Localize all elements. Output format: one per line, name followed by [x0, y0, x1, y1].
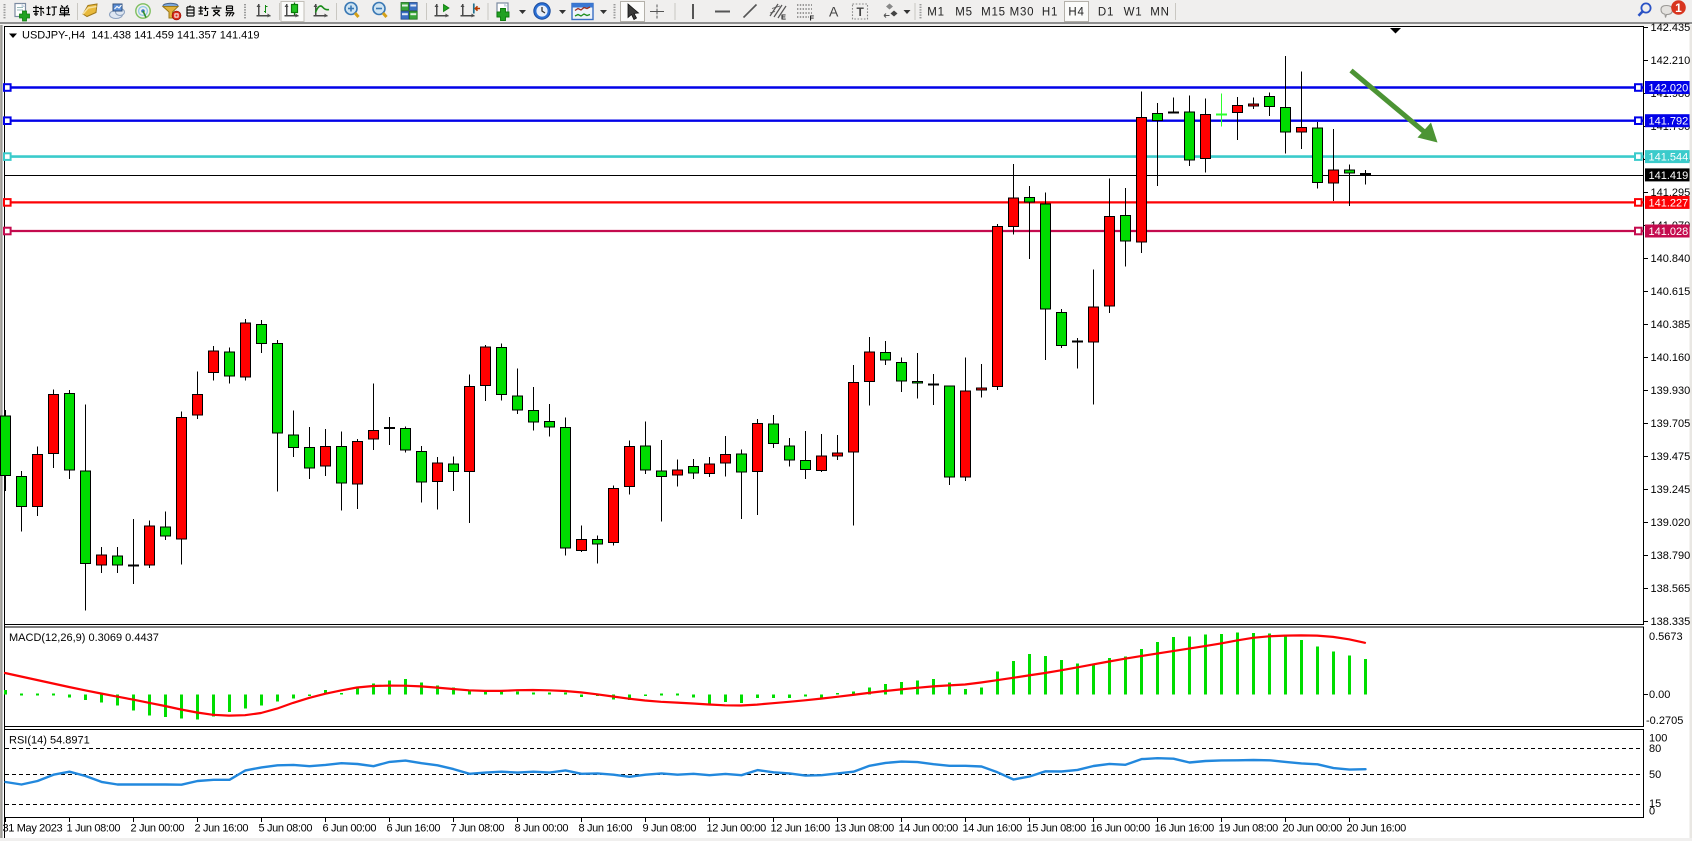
svg-text:139.930: 139.930 [1651, 385, 1691, 397]
svg-text:T: T [857, 5, 865, 19]
svg-text:13 Jun 08:00: 13 Jun 08:00 [835, 823, 895, 835]
svg-text:16 Jun 00:00: 16 Jun 00:00 [1091, 823, 1151, 835]
svg-text:-0.2705: -0.2705 [1646, 715, 1683, 727]
svg-text:9 Jun 08:00: 9 Jun 08:00 [643, 823, 697, 835]
svg-text:100: 100 [1649, 733, 1667, 745]
svg-text:141.419: 141.419 [1649, 170, 1689, 182]
svg-text:5 Jun 08:00: 5 Jun 08:00 [259, 823, 313, 835]
svg-text:H1: H1 [1042, 7, 1058, 19]
svg-text:0.00: 0.00 [1649, 689, 1670, 701]
svg-text:141.792: 141.792 [1649, 116, 1689, 128]
svg-text:141.544: 141.544 [1649, 152, 1689, 164]
svg-text:D1: D1 [1098, 7, 1114, 19]
svg-text:142.020: 142.020 [1649, 83, 1689, 95]
svg-text:12 Jun 16:00: 12 Jun 16:00 [771, 823, 831, 835]
svg-text:14 Jun 16:00: 14 Jun 16:00 [963, 823, 1023, 835]
svg-text:2 Jun 00:00: 2 Jun 00:00 [131, 823, 185, 835]
svg-text:8 Jun 00:00: 8 Jun 00:00 [515, 823, 569, 835]
svg-text:138.790: 138.790 [1651, 550, 1691, 562]
svg-text:16 Jun 16:00: 16 Jun 16:00 [1155, 823, 1215, 835]
svg-text:8 Jun 16:00: 8 Jun 16:00 [579, 823, 633, 835]
svg-text:14 Jun 00:00: 14 Jun 00:00 [899, 823, 959, 835]
svg-text:6 Jun 00:00: 6 Jun 00:00 [323, 823, 377, 835]
svg-text:7 Jun 08:00: 7 Jun 08:00 [451, 823, 505, 835]
svg-text:141.028: 141.028 [1649, 226, 1689, 238]
svg-text:2 Jun 16:00: 2 Jun 16:00 [195, 823, 249, 835]
svg-text:141.227: 141.227 [1649, 197, 1689, 209]
svg-text:1 Jun 08:00: 1 Jun 08:00 [67, 823, 121, 835]
svg-text:139.705: 139.705 [1651, 418, 1691, 430]
svg-text:0.5673: 0.5673 [1649, 631, 1683, 643]
svg-text:0: 0 [1649, 806, 1655, 818]
svg-text:12 Jun 00:00: 12 Jun 00:00 [707, 823, 767, 835]
svg-text:20 Jun 16:00: 20 Jun 16:00 [1347, 823, 1407, 835]
svg-text:140.615: 140.615 [1651, 286, 1691, 298]
svg-text:E: E [781, 13, 786, 22]
svg-text:15: 15 [1649, 798, 1661, 810]
svg-text:140.840: 140.840 [1651, 253, 1691, 265]
svg-text:139.020: 139.020 [1651, 517, 1691, 529]
svg-text:1: 1 [1675, 1, 1682, 15]
svg-text:M1: M1 [927, 7, 945, 19]
svg-text:139.475: 139.475 [1651, 451, 1691, 463]
svg-text:142.210: 142.210 [1651, 55, 1691, 67]
svg-text:139.245: 139.245 [1651, 484, 1691, 496]
svg-text:138.565: 138.565 [1651, 583, 1691, 595]
svg-text:F: F [810, 14, 815, 23]
svg-text:142.435: 142.435 [1651, 22, 1691, 34]
svg-text:80: 80 [1649, 743, 1661, 755]
svg-text:W1: W1 [1124, 7, 1143, 19]
svg-text:A: A [829, 4, 839, 20]
svg-text:MN: MN [1150, 7, 1170, 19]
svg-text:M5: M5 [955, 7, 973, 19]
svg-text:MACD(12,26,9) 0.3069 0.4437: MACD(12,26,9) 0.3069 0.4437 [9, 632, 159, 644]
svg-text:140.385: 140.385 [1651, 319, 1691, 331]
svg-text:19 Jun 08:00: 19 Jun 08:00 [1219, 823, 1279, 835]
svg-text:M15: M15 [981, 7, 1006, 19]
svg-text:20 Jun 00:00: 20 Jun 00:00 [1283, 823, 1343, 835]
svg-text:140.160: 140.160 [1651, 352, 1691, 364]
svg-text:M30: M30 [1010, 7, 1035, 19]
svg-text:6 Jun 16:00: 6 Jun 16:00 [387, 823, 441, 835]
svg-text:138.335: 138.335 [1651, 616, 1691, 628]
svg-text:H4: H4 [1068, 7, 1084, 19]
svg-text:31 May 2023: 31 May 2023 [3, 823, 63, 835]
svg-text:USDJPY-,H4 141.438 141.459 14: USDJPY-,H4 141.438 141.459 141.357 141.4… [22, 30, 260, 42]
svg-text:15 Jun 08:00: 15 Jun 08:00 [1027, 823, 1087, 835]
svg-text:50: 50 [1649, 769, 1661, 781]
svg-text:RSI(14) 54.8971: RSI(14) 54.8971 [9, 735, 90, 747]
